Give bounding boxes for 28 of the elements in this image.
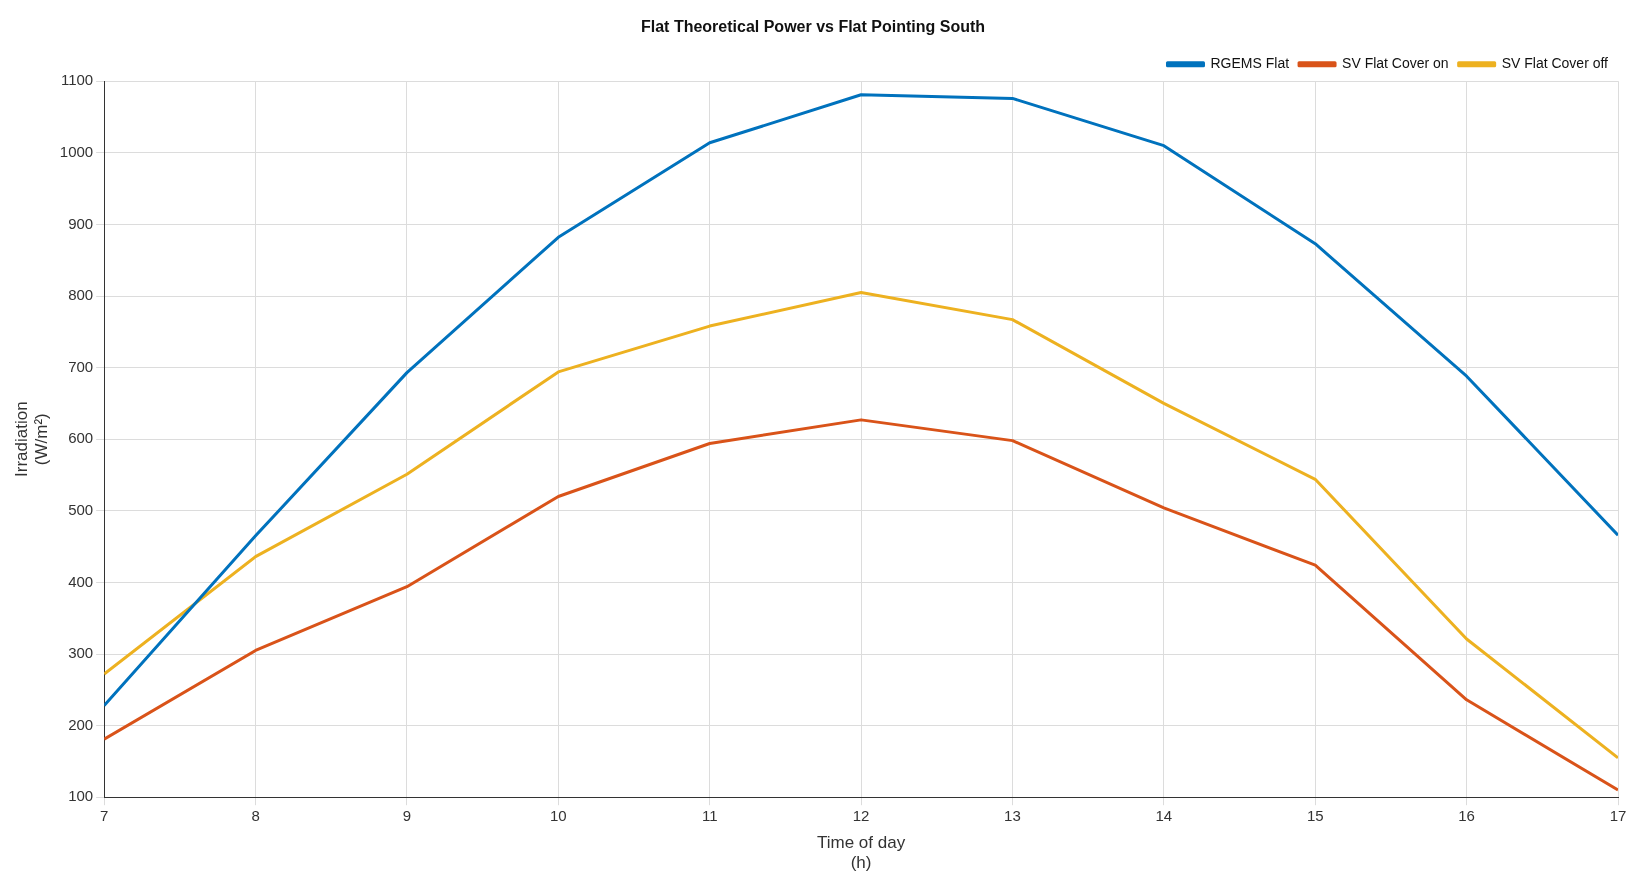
y-tick-label: 800 (68, 286, 94, 304)
x-tick-label: 7 (100, 807, 109, 825)
x-tick-label: 13 (1004, 807, 1021, 825)
y-tick-label: 100 (68, 787, 94, 805)
x-tick-label: 9 (402, 807, 412, 825)
legend-label: SV Flat Cover on (1342, 55, 1449, 72)
y-tick-label: 400 (68, 572, 94, 590)
x-axis-title: Time of day (h) (816, 833, 906, 873)
y-axis-title: Irradiation (W/m²) (11, 401, 52, 477)
x-tick-label: 15 (1306, 807, 1324, 825)
legend-label: SV Flat Cover off (1501, 55, 1609, 72)
x-tick-label: 8 (251, 807, 260, 825)
x-tick-label: 17 (1609, 807, 1627, 825)
y-tick-label: 600 (68, 429, 94, 447)
y-tick-label: 200 (68, 715, 94, 733)
y-tick-label: 500 (68, 500, 94, 518)
y-tick-label: 1000 (59, 142, 94, 160)
legend-label: RGEMS Flat (1210, 55, 1290, 72)
x-tick-label: 14 (1155, 807, 1173, 825)
y-tick-label: 700 (68, 357, 94, 375)
x-tick-label: 16 (1458, 807, 1475, 825)
x-tick-label: 12 (852, 807, 870, 825)
x-tick-label: 10 (549, 807, 567, 825)
y-tick-label: 1100 (60, 71, 94, 89)
chart-title: Flat Theoretical Power vs Flat Pointing South (640, 18, 986, 36)
y-tick-label: 900 (68, 214, 94, 232)
y-tick-label: 300 (68, 644, 94, 662)
x-tick-label: 11 (701, 807, 718, 825)
